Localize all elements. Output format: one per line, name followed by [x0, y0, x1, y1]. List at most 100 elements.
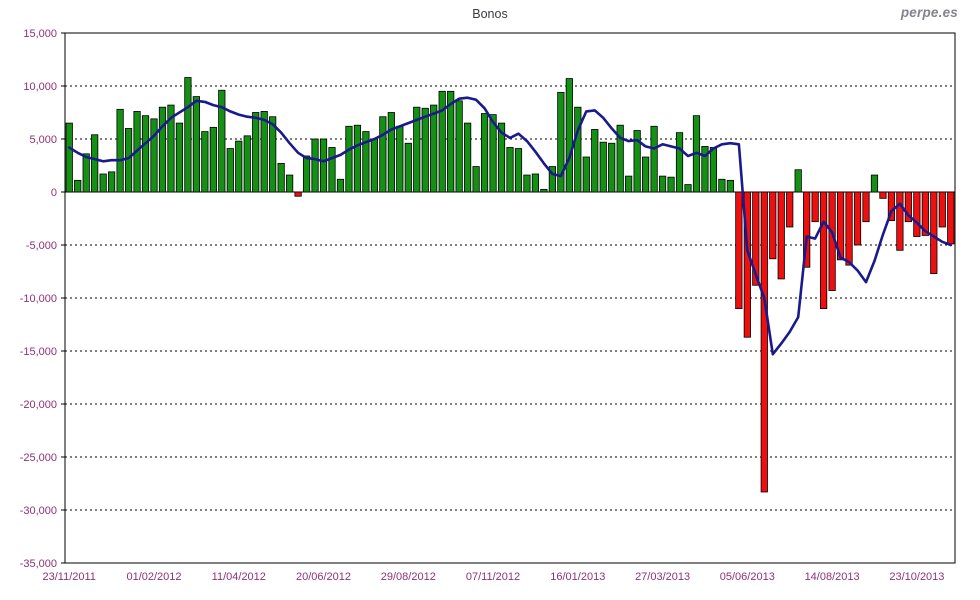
bar-positive — [455, 100, 463, 193]
bar-positive — [650, 125, 658, 193]
bar-positive — [260, 111, 268, 193]
bar-negative — [930, 191, 938, 275]
bar-positive — [91, 134, 99, 193]
y-tick-label: -15,000 — [20, 346, 57, 358]
y-tick-label: -25,000 — [20, 452, 57, 464]
bar-positive — [565, 78, 573, 193]
bar-positive — [184, 77, 192, 193]
bar-positive — [718, 178, 726, 193]
bar-positive — [413, 106, 421, 193]
x-tick-label: 14/08/2013 — [805, 571, 860, 583]
bar-positive — [387, 112, 395, 193]
bar-positive — [531, 173, 540, 193]
bar-positive — [667, 176, 675, 193]
bar-positive — [370, 138, 378, 193]
x-tick-label: 23/11/2011 — [42, 571, 95, 583]
bar-positive — [480, 113, 489, 193]
x-tick-label: 05/06/2013 — [720, 571, 775, 583]
bar-negative — [735, 191, 743, 309]
bar-negative — [879, 191, 887, 199]
bar-positive — [302, 155, 311, 193]
bar-positive — [523, 174, 531, 193]
bar-positive — [175, 122, 184, 193]
bar-positive — [141, 115, 150, 193]
bar-positive — [235, 140, 243, 193]
bar-positive — [167, 104, 175, 193]
bar-negative — [820, 191, 828, 309]
bar-positive — [99, 173, 107, 193]
bar-positive — [430, 104, 438, 193]
bar-positive — [319, 138, 328, 193]
bar-positive — [497, 122, 506, 193]
bar-negative — [862, 191, 870, 223]
y-tick-label: 15,000 — [23, 28, 57, 40]
bar-negative — [904, 191, 912, 223]
bar-positive — [506, 147, 514, 193]
bar-positive — [591, 129, 599, 193]
y-tick-label: 0 — [51, 187, 57, 199]
y-tick-label: -5,000 — [26, 240, 57, 252]
bar-positive — [82, 153, 90, 193]
bar-positive — [794, 169, 802, 193]
bar-positive — [192, 96, 200, 193]
bar-positive — [311, 138, 319, 193]
bar-negative — [811, 191, 819, 223]
bar-positive — [74, 179, 82, 193]
bar-positive — [421, 107, 429, 193]
bar-positive — [701, 146, 709, 193]
bar-positive — [209, 126, 217, 193]
bar-positive — [116, 108, 124, 193]
bar-positive — [201, 131, 209, 193]
bar-positive — [582, 156, 590, 193]
bar-positive — [709, 147, 718, 193]
bar-positive — [514, 148, 523, 193]
bar-positive — [226, 148, 234, 193]
bar-positive — [726, 179, 734, 193]
bar-negative — [938, 191, 946, 228]
bar-positive — [379, 116, 387, 193]
bar-positive — [124, 127, 133, 193]
bar-positive — [218, 89, 226, 193]
bar-positive — [447, 90, 455, 193]
bar-positive — [277, 162, 285, 193]
bar-negative — [786, 191, 794, 228]
bar-positive — [252, 112, 260, 193]
bar-positive — [870, 174, 879, 193]
y-tick-label: -10,000 — [20, 293, 57, 305]
bar-positive — [396, 125, 404, 193]
y-tick-label: 5,000 — [29, 134, 57, 146]
bar-positive — [269, 116, 277, 193]
bar-positive — [658, 175, 667, 193]
bar-positive — [642, 156, 650, 193]
bar-positive — [464, 122, 472, 193]
bar-negative — [294, 191, 302, 197]
x-tick-label: 23/10/2013 — [889, 571, 944, 583]
y-tick-label: 10,000 — [23, 81, 57, 93]
bar-positive — [328, 147, 336, 193]
bar-positive — [675, 132, 684, 193]
bar-positive — [548, 166, 556, 193]
bar-negative — [836, 191, 845, 261]
bar-positive — [625, 175, 633, 193]
bar-negative — [853, 191, 862, 246]
bar-positive — [574, 106, 582, 193]
bar-positive — [557, 91, 565, 193]
bar-negative — [887, 191, 896, 222]
bar-positive — [616, 124, 624, 193]
bar-negative — [752, 191, 760, 286]
bar-negative — [743, 191, 751, 338]
bar-negative — [845, 191, 853, 266]
bar-positive — [608, 142, 616, 193]
bar-positive — [286, 174, 294, 193]
bar-negative — [896, 191, 904, 251]
x-tick-label: 11/04/2012 — [212, 571, 266, 583]
watermark-perpe: perpe.es — [900, 5, 958, 20]
x-tick-label: 01/02/2012 — [126, 571, 181, 583]
x-tick-label: 16/01/2013 — [550, 571, 605, 583]
moving-average-line — [67, 96, 953, 356]
chart-title: Bonos — [472, 7, 508, 21]
bar-positive — [540, 188, 548, 193]
bar-positive — [489, 114, 497, 193]
